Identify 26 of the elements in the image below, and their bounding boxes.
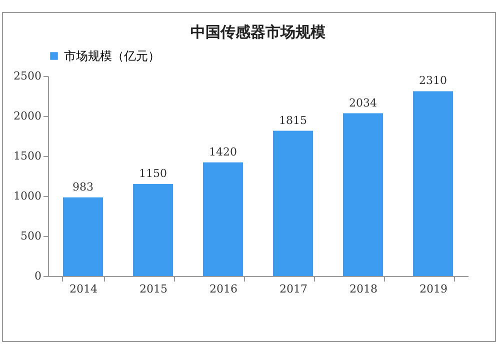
data-label: 1815 [279,114,307,127]
data-label: 1150 [139,167,167,180]
data-label: 2310 [419,74,447,88]
bar [133,184,173,276]
x-tick-label: 2015 [140,282,168,296]
bar [273,130,313,276]
y-tick-label: 1000 [14,190,42,202]
data-label: 1420 [209,145,237,158]
bar [343,113,383,276]
bar [63,197,103,276]
data-label: 983 [72,180,94,194]
bar [413,91,453,276]
y-tick-label: 1500 [14,150,42,162]
chart-title: 中国传感器市场规模 [190,23,326,41]
y-tick-label: 2000 [14,110,42,122]
x-tick-label: 2014 [70,282,98,296]
bar [203,162,243,276]
x-tick-label: 2019 [420,282,448,296]
y-tick-label: 0 [34,270,42,282]
data-label: 2034 [349,96,377,110]
x-tick-label: 2016 [210,282,238,296]
x-tick-label: 2017 [280,282,308,296]
y-tick-label: 500 [20,230,42,242]
x-tick-label: 2018 [350,282,378,296]
legend-label: 市场规模（亿元） [64,49,160,63]
y-tick-label: 2500 [14,70,42,82]
